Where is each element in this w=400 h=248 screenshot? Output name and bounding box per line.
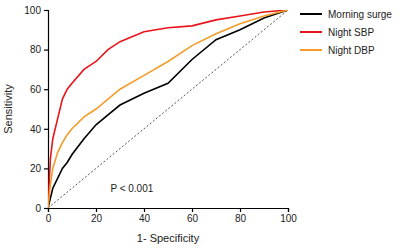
y-axis: 0 20 40 60 80 100 [24, 5, 48, 214]
y-axis-title: Sensitivity [2, 84, 14, 134]
tick: 100 [24, 5, 48, 16]
series-line [48, 10, 288, 208]
tick-mark [96, 208, 97, 212]
legend-label: Night DBP [328, 45, 375, 56]
series-line [48, 10, 288, 208]
tick-label: 80 [30, 44, 42, 55]
tick: 80 [30, 44, 48, 55]
reference-line [48, 10, 288, 208]
legend-swatch [300, 31, 322, 33]
tick: 60 [30, 84, 48, 95]
tick-label: 40 [139, 213, 151, 224]
legend: Morning surge Night SBP Night DBP [300, 9, 392, 56]
tick: 40 [30, 124, 48, 135]
legend-label: Morning surge [328, 9, 392, 20]
legend-item: Night DBP [300, 45, 375, 56]
tick: 20 [91, 208, 103, 224]
tick-mark [44, 208, 48, 209]
tick-label: 100 [280, 213, 297, 224]
x-axis-title: 1- Specificity [137, 232, 200, 244]
tick: 20 [30, 163, 48, 174]
tick-label: 0 [46, 213, 52, 224]
tick-mark [288, 208, 289, 212]
legend-item: Night SBP [300, 27, 374, 38]
tick-label: 80 [235, 213, 247, 224]
tick-mark [240, 208, 241, 212]
tick: 0 [35, 203, 48, 214]
tick-label: 100 [24, 5, 41, 16]
legend-swatch [300, 49, 322, 51]
tick: 100 [280, 208, 297, 224]
tick-mark [44, 89, 48, 90]
tick-label: 40 [30, 124, 42, 135]
plot: 0 20 40 60 80 100 0 20 40 60 80 100 P < 0.001 [24, 5, 297, 224]
legend-item: Morning surge [300, 9, 392, 20]
axis-line [44, 11, 49, 209]
tick-label: 20 [91, 213, 103, 224]
tick-label: 60 [30, 84, 42, 95]
tick-mark [44, 168, 48, 169]
tick-mark [144, 208, 145, 212]
annotation: P < 0.001 [110, 183, 153, 194]
tick: 0 [46, 208, 52, 224]
tick: 60 [187, 208, 199, 224]
tick-label: 20 [30, 163, 42, 174]
tick-label: 0 [35, 203, 41, 214]
chart: 0 20 40 60 80 100 0 20 40 60 80 100 P < 0.001 1- Spec… [0, 0, 400, 248]
tick-mark [44, 129, 48, 130]
x-axis: 0 20 40 60 80 100 [46, 208, 298, 224]
tick-mark [192, 208, 193, 212]
lines [48, 10, 288, 208]
tick-mark [44, 49, 48, 50]
tick: 80 [235, 208, 247, 224]
tick: 40 [139, 208, 151, 224]
legend-label: Night SBP [328, 27, 374, 38]
axis-line [49, 209, 289, 213]
tick-mark [44, 10, 48, 11]
tick-label: 60 [187, 213, 199, 224]
legend-swatch [300, 13, 322, 15]
series-line [48, 10, 288, 208]
